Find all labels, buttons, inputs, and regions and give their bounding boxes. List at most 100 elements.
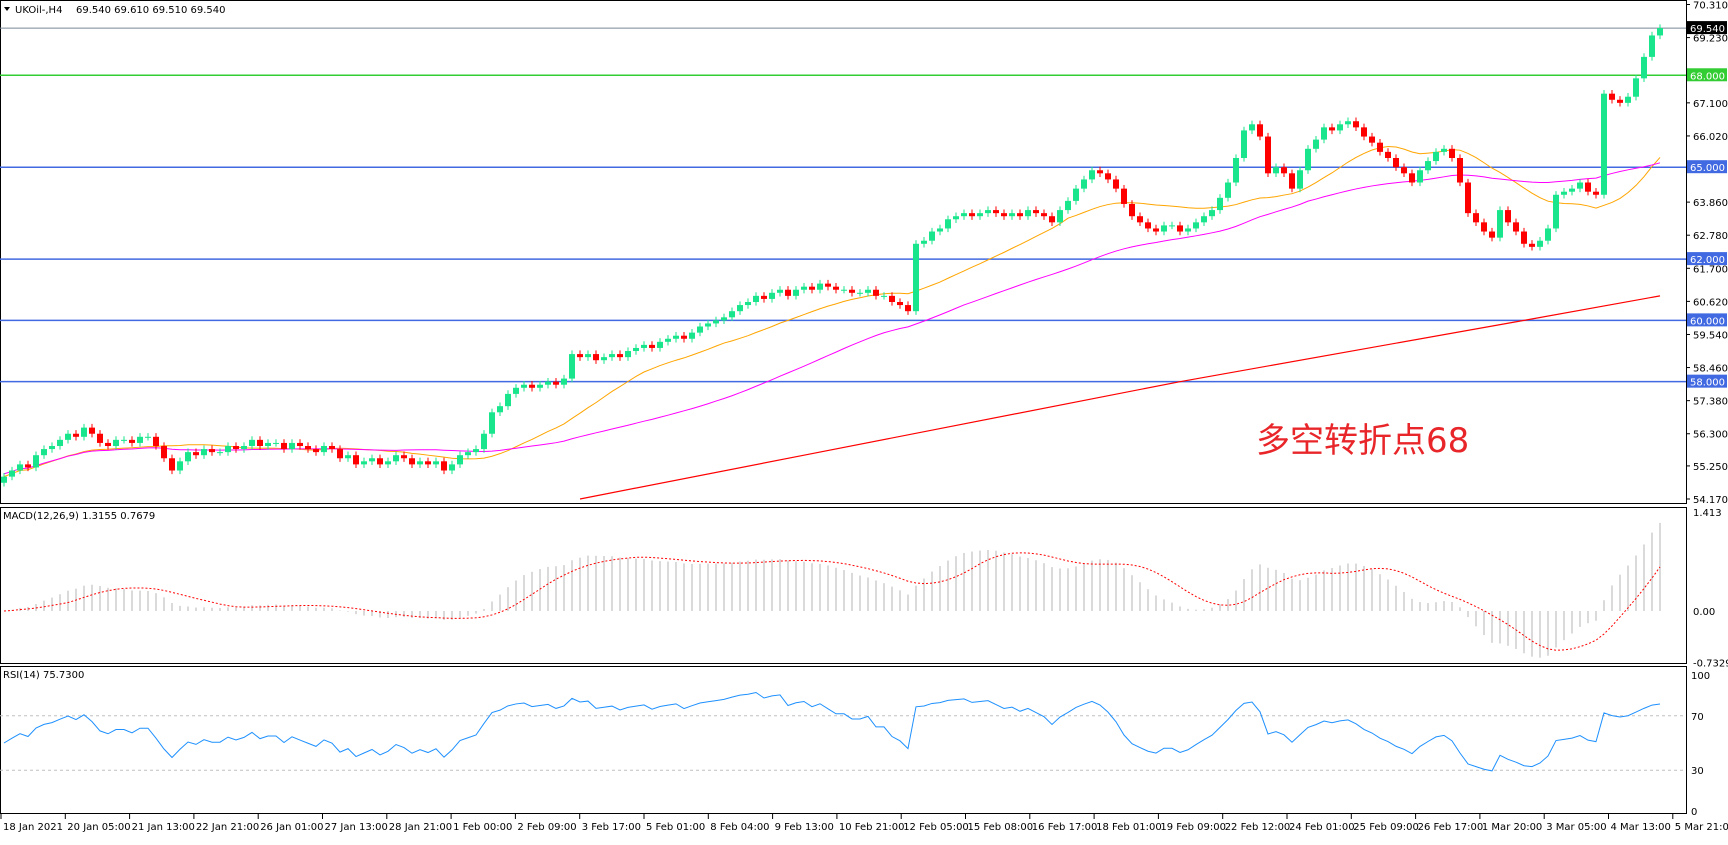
bull-candle	[625, 351, 631, 358]
bull-candle	[1561, 191, 1567, 195]
time-tick-label: 9 Feb 13:00	[775, 822, 834, 833]
bear-candle	[1137, 216, 1143, 223]
bear-candle	[193, 452, 199, 456]
bull-candle	[1537, 240, 1543, 247]
bull-candle	[225, 445, 231, 453]
bear-candle	[1473, 213, 1479, 223]
bear-candle	[1289, 173, 1295, 189]
level-price-label: 65.000	[1690, 163, 1725, 174]
bear-candle	[897, 301, 903, 306]
current-price-tag	[1687, 21, 1727, 35]
bear-candle	[1105, 173, 1111, 180]
bull-candle	[1313, 139, 1319, 149]
price-tick-label: 70.310	[1693, 1, 1728, 12]
candles	[1, 24, 1663, 487]
bear-candle	[281, 442, 287, 450]
bear-candle	[89, 427, 95, 434]
bear-candle	[1377, 142, 1383, 152]
bull-candle	[345, 455, 351, 459]
level-price-tag	[1687, 313, 1727, 327]
level-price-label: 58.000	[1690, 378, 1725, 389]
bull-candle	[921, 240, 927, 244]
bull-candle	[913, 243, 919, 312]
bull-candle	[393, 455, 399, 462]
time-tick-label: 18 Jan 2021	[3, 822, 63, 833]
time-tick-label: 15 Feb 08:00	[968, 822, 1034, 833]
time-tick-label: 18 Feb 01:00	[1096, 822, 1162, 833]
bull-candle	[697, 326, 703, 333]
bull-candle	[1649, 35, 1655, 57]
ma-slow-line	[579, 295, 1661, 500]
time-tick-label: 1 Mar 20:00	[1482, 822, 1542, 833]
bear-candle	[529, 384, 535, 388]
bull-candle	[1217, 197, 1223, 211]
bull-candle	[609, 354, 615, 358]
time-tick-label: 26 Jan 01:00	[260, 822, 323, 833]
chart-header[interactable]: UKOil-,H4 69.540 69.610 69.510 69.540	[4, 5, 226, 16]
bull-candle	[17, 464, 23, 471]
bull-candle	[217, 452, 223, 454]
bear-candle	[1113, 179, 1119, 189]
bull-candle	[857, 292, 863, 294]
bear-candle	[1593, 191, 1599, 195]
bull-candle	[1201, 216, 1207, 223]
bull-candle	[1057, 210, 1063, 223]
time-tick-label: 12 Feb 05:00	[903, 822, 969, 833]
bull-candle	[1337, 124, 1343, 131]
ohlc-values: 69.540 69.610 69.510 69.540	[76, 5, 226, 16]
bear-candle	[353, 455, 359, 465]
main-pane-border	[0, 0, 1687, 504]
macd-label: MACD(12,26,9) 1.3155 0.7679	[3, 511, 155, 522]
annotation-text: 多空转折点68	[1256, 421, 1469, 461]
time-tick-label: 25 Feb 09:00	[1353, 822, 1419, 833]
price-tick-label: 54.170	[1693, 495, 1728, 506]
bull-candle	[1569, 188, 1575, 192]
bull-candle	[481, 433, 487, 450]
bear-candle	[1145, 222, 1151, 229]
price-tick-label: 57.380	[1693, 397, 1728, 408]
bear-candle	[577, 354, 583, 358]
bear-candle	[889, 295, 895, 302]
bear-candle	[1049, 216, 1055, 223]
bear-candle	[337, 449, 343, 459]
bull-candle	[881, 295, 887, 297]
bull-candle	[361, 461, 367, 465]
price-tick-label: 56.300	[1693, 430, 1728, 441]
rsi-tick-label: 100	[1691, 671, 1710, 682]
bear-candle	[1449, 148, 1455, 158]
time-axis: 18 Jan 2021 20 Jan 05:00 21 Jan 13:00 22 Ja…	[0, 814, 1728, 833]
bear-candle	[1033, 210, 1039, 214]
bear-candle	[969, 213, 975, 217]
bull-candle	[417, 461, 423, 465]
symbol-label: UKOil-,H4	[15, 5, 62, 16]
rsi-tick-label: 70	[1691, 712, 1704, 723]
bull-candle	[641, 344, 647, 348]
dropdown-triangle-icon[interactable]	[4, 7, 10, 11]
level-price-tag	[1687, 160, 1727, 174]
bear-candle	[1361, 127, 1367, 137]
bull-candle	[769, 292, 775, 299]
bull-candle	[1553, 194, 1559, 229]
time-tick-label: 24 Feb 01:00	[1289, 822, 1355, 833]
time-tick-label: 3 Mar 05:00	[1546, 822, 1606, 833]
bear-candle	[1265, 136, 1271, 174]
bull-candle	[385, 461, 391, 465]
macd-indicator: 1.413 0.00 -0.7329	[3, 508, 1728, 669]
price-tick-label: 69.230	[1693, 34, 1728, 45]
bull-candle	[513, 387, 519, 394]
time-tick-label: 5 Mar 21:00	[1675, 822, 1728, 833]
bull-candle	[265, 442, 271, 446]
bear-candle	[1001, 213, 1007, 217]
bear-candle	[1489, 231, 1495, 238]
bull-candle	[1025, 210, 1031, 217]
bear-candle	[993, 210, 999, 214]
bear-candle	[1457, 157, 1463, 183]
bull-candle	[9, 470, 15, 477]
bear-candle	[553, 381, 559, 385]
bear-candle	[105, 442, 111, 446]
bear-candle	[1385, 151, 1391, 158]
bull-candle	[1249, 124, 1255, 131]
bull-candle	[657, 341, 663, 348]
bear-candle	[1465, 182, 1471, 214]
